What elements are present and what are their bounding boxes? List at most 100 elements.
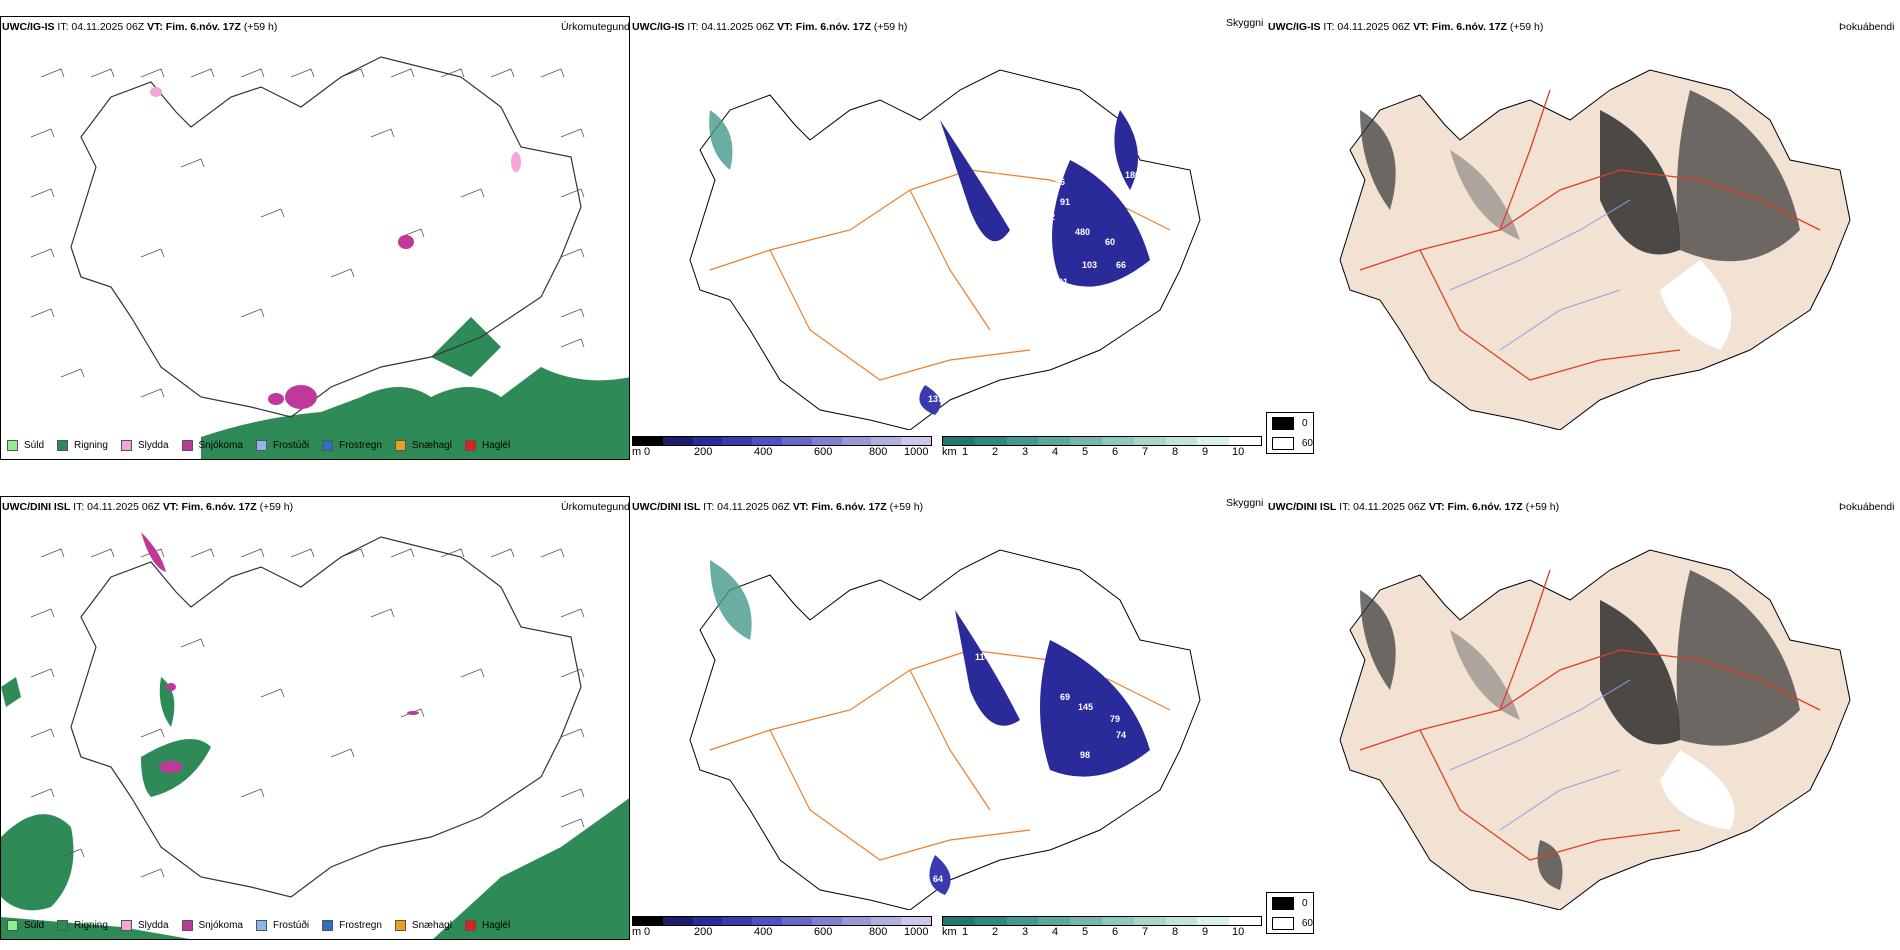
height-label: 106	[825, 692, 840, 702]
cloudbase-unit: m	[632, 446, 642, 458]
height-label: 104	[1090, 626, 1105, 636]
skyggni-title-1: Skyggni	[1226, 17, 1264, 29]
legend-item-sudl: Súld	[7, 440, 44, 451]
legend-label: Snæhagl	[411, 920, 452, 931]
legend-item-haglel: Haglél	[464, 440, 510, 451]
precip-header-1: UWC/IG-IS IT: 04.11.2025 06Z VT: Fim. 6.…	[2, 21, 277, 33]
height-label: 186	[1125, 170, 1140, 180]
legend-label: Rigning	[74, 440, 108, 451]
height-label: 68	[1145, 152, 1155, 162]
visibility-unit: km	[942, 926, 957, 938]
tick: 1	[962, 446, 969, 458]
lead-time: (+59 h)	[259, 501, 294, 513]
tick: 9	[1202, 926, 1209, 938]
skyggni-map-1: 149 187 120 87 89 120 130 120 122 186 68…	[689, 69, 1201, 430]
init-time: IT: 04.11.2025 06Z	[1323, 21, 1411, 33]
tick: 400	[754, 446, 773, 458]
tick: 4	[1052, 446, 1059, 458]
height-label: 101	[1053, 277, 1068, 287]
skyggni-header-1: UWC/IG-IS IT: 04.11.2025 06Z VT: Fim. 6.…	[632, 21, 907, 33]
cloudbase-colorbar-2: m 0 200 400 600 800 1000	[632, 916, 932, 938]
tick: 7	[1142, 926, 1149, 938]
legend-swatch	[57, 920, 69, 931]
height-label: 79	[1110, 714, 1120, 724]
cloudbase-colorbar-1: m 0 200 400 600 800 1000	[632, 436, 932, 458]
tick: 4	[1052, 926, 1059, 938]
legend-item-snaehagl: Snæhagl	[394, 440, 452, 451]
legend-label: Slydda	[137, 440, 169, 451]
legend-item-snjokoma: Snjókoma	[181, 440, 243, 451]
fog-header-2: UWC/DINI ISL IT: 04.11.2025 06Z VT: Fim.…	[1268, 501, 1559, 513]
cloudbase-ticks: m 0 200 400 600 800 1000	[632, 926, 932, 938]
tick: 8	[1172, 446, 1179, 458]
legend-label: Snjókoma	[198, 920, 243, 931]
wind-barbs-1	[30, 68, 585, 398]
tick: 600	[814, 926, 833, 938]
tick: 9	[1202, 446, 1209, 458]
height-label: 46	[1055, 177, 1065, 187]
legend-swatch	[322, 440, 334, 451]
tick: 1000	[904, 926, 929, 938]
cloudbase-unit: m	[632, 926, 642, 938]
tick: 0	[644, 446, 651, 458]
precip-panel-1: Súld Rigning Slydda Snjókoma Frostúði Fr…	[0, 16, 630, 460]
lead-time: (+59 h)	[1509, 21, 1544, 33]
height-label: 23	[1090, 610, 1100, 620]
height-label: 187	[750, 82, 765, 92]
height-label: 74	[1116, 730, 1126, 740]
visibility-unit: km	[942, 446, 957, 458]
fog-legend-1: 0 60	[1266, 412, 1314, 454]
legend-swatch	[464, 440, 476, 451]
init-time: IT: 04.11.2025 06Z	[703, 501, 790, 513]
legend-swatch	[255, 920, 267, 931]
height-label: 60	[1105, 237, 1115, 247]
precip-title-2: Úrkomutegund	[561, 501, 630, 513]
legend-label: Slydda	[137, 920, 169, 931]
lead-time: (+59 h)	[1525, 501, 1560, 513]
height-label: 89	[990, 172, 1000, 182]
tick: 800	[869, 446, 888, 458]
height-label: 91	[1060, 197, 1070, 207]
legend-item-sudl: Súld	[7, 920, 44, 931]
legend-label: 60	[1301, 437, 1313, 449]
fog-legend-item: 60	[1267, 913, 1313, 933]
height-label: 156	[780, 577, 795, 587]
model-name: UWC/IG-IS	[2, 21, 55, 33]
tick: 400	[754, 926, 773, 938]
visibility-ticks: km 1 2 3 4 5 6 7 8 9 10	[942, 926, 1262, 938]
legend-swatch	[1272, 416, 1294, 430]
legend-swatch	[394, 920, 406, 931]
legend-item-haglel: Haglél	[464, 920, 510, 931]
height-label: 111	[1095, 642, 1109, 652]
height-label: 104	[755, 562, 770, 572]
tick: 600	[814, 446, 833, 458]
model-name: UWC/DINI ISL	[632, 501, 701, 513]
tick: 2	[992, 926, 999, 938]
height-label: 64	[933, 874, 943, 884]
tick: 6	[1112, 926, 1119, 938]
tick: 6	[1112, 446, 1119, 458]
precip-map-1	[30, 56, 629, 459]
tick: 2	[992, 446, 999, 458]
legend-item-rigning: Rigning	[57, 440, 108, 451]
height-label: 480	[1075, 227, 1090, 237]
fog-map-1	[1339, 69, 1851, 430]
tick: 1000	[904, 446, 929, 458]
legend-label: 60	[1301, 917, 1313, 929]
legend-swatch	[120, 920, 132, 931]
height-label: 87	[1025, 235, 1035, 245]
skyggni-header-2: UWC/DINI ISL IT: 04.11.2025 06Z VT: Fim.…	[632, 501, 923, 513]
legend-label: Snjókoma	[198, 440, 243, 451]
legend-label: 0	[1302, 417, 1308, 429]
tick: 200	[694, 446, 713, 458]
fog-legend-item: 0	[1267, 413, 1313, 433]
model-name: UWC/DINI ISL	[2, 501, 71, 513]
precip-panel-2: Súld Rigning Slydda Snjókoma Frostúði Fr…	[0, 496, 630, 940]
legend-label: Súld	[24, 920, 45, 931]
height-label: 120	[730, 132, 745, 142]
height-label: 130	[1093, 130, 1108, 140]
precip-map-2	[1, 532, 629, 939]
tick: 10	[1232, 926, 1245, 938]
legend-label: Snæhagl	[411, 440, 452, 451]
legend-swatch	[322, 920, 334, 931]
